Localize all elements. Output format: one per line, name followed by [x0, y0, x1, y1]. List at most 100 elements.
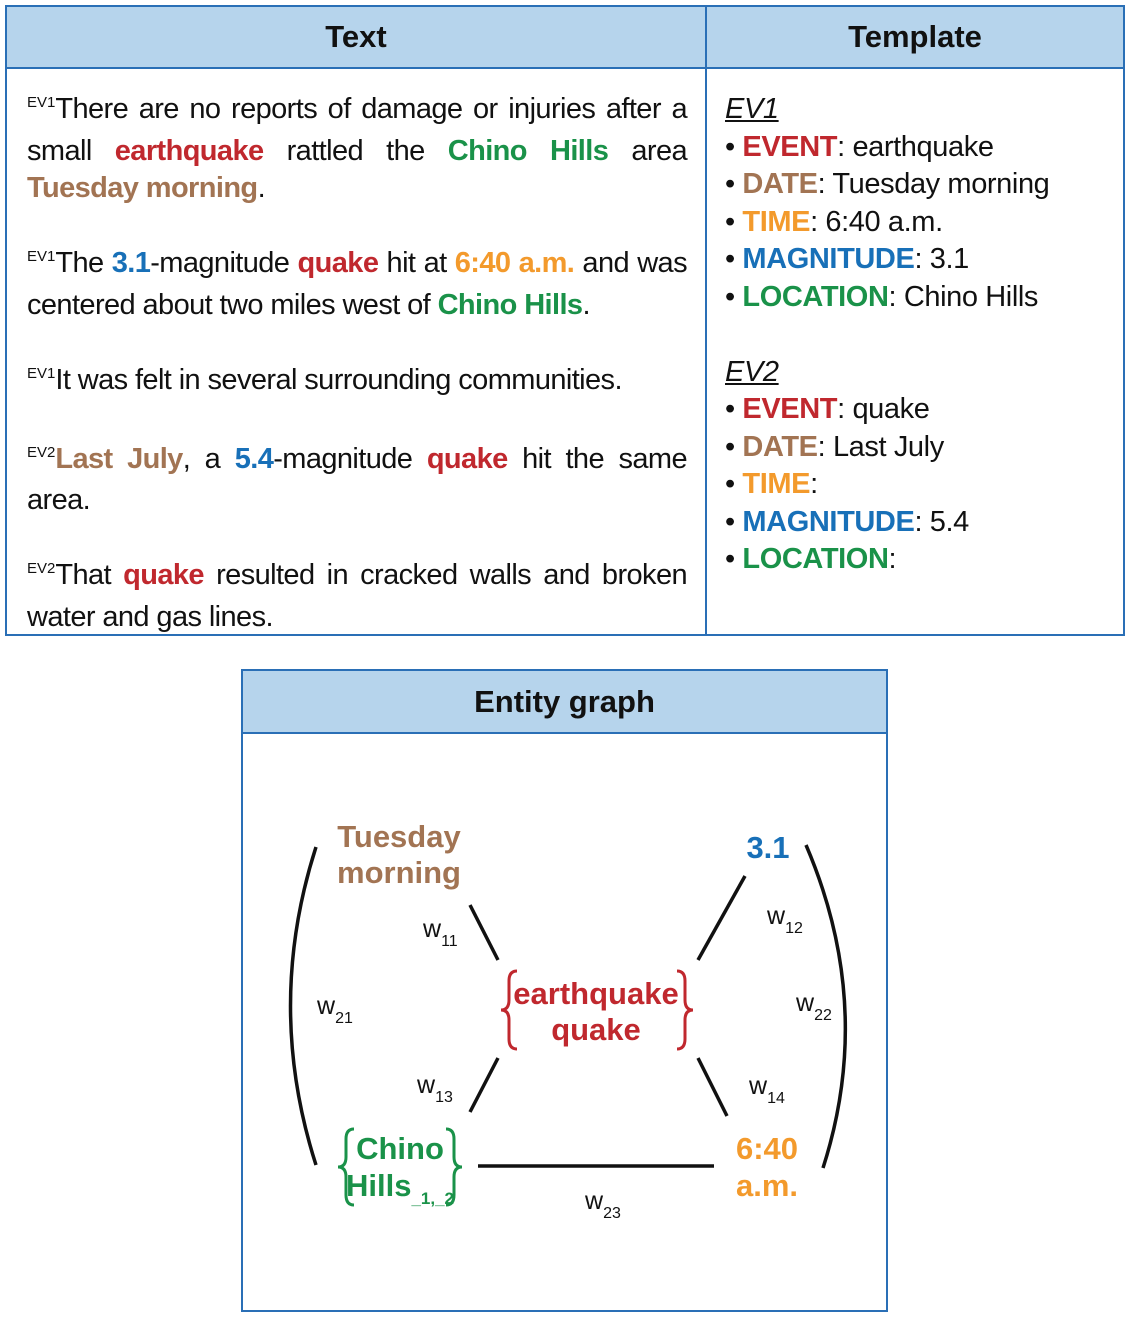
node-chino-label: Chino [356, 1131, 444, 1166]
edge-weight-subscript: 13 [435, 1089, 453, 1106]
template-column: EV1 • EVENT: earthquake • DATE: Tuesday mo… [725, 91, 1120, 579]
sentence-text: hit the same area. [27, 442, 688, 517]
field-value: 5.4 [929, 505, 970, 538]
edge-arc [288, 846, 318, 1166]
sentence-text: hit at [378, 247, 455, 279]
template-field: • DATE: Last July [725, 430, 944, 463]
field-key: DATE [742, 430, 818, 463]
entity-graph-panel: Entity graph Tuesday morning 3.1 earthquake… [241, 669, 888, 1312]
location-brace-right [445, 1127, 463, 1207]
event-tag: EV1 [27, 364, 56, 382]
text-column-header: Text [7, 7, 707, 69]
node-event-label: earthquake [513, 976, 678, 1011]
sentence-text: . [257, 172, 266, 204]
entity-mention: Chino Hills [447, 134, 609, 167]
entity-mention: quake [426, 442, 508, 475]
template-field: • LOCATION: Chino Hills [725, 280, 1039, 313]
template-field: • MAGNITUDE: 5.4 [725, 505, 970, 538]
text-column: EV1There are no reports of damage or inj… [27, 91, 688, 674]
edge-weight-label: w13 [416, 1071, 453, 1106]
edge-weight-subscript: 12 [785, 920, 803, 937]
field-key: LOCATION [742, 543, 889, 575]
field-key: TIME [742, 205, 811, 238]
event-tag: EV1 [27, 248, 56, 265]
template-column-header: Template [707, 7, 1123, 69]
edge-line [696, 875, 747, 961]
sentence-text: There are no reports of damage or injuri… [27, 93, 688, 167]
sentence-text: rattled the [263, 134, 448, 167]
field-key: MAGNITUDE [742, 243, 915, 275]
field-value: quake [852, 393, 930, 425]
sentence-text: . [582, 288, 590, 321]
edge-weight-subscript: 22 [814, 1007, 832, 1024]
event-tag: EV1 [27, 94, 56, 111]
node-tuesday-label: Tuesday [337, 819, 461, 854]
edge-arc [804, 844, 848, 1169]
sentence: EV2That quake resulted in cracked walls … [27, 557, 688, 636]
node-chino-subscript: _1,_2 [410, 1189, 454, 1208]
edge-line [696, 1057, 729, 1117]
edge-weight-subscript: 23 [603, 1205, 621, 1222]
template-field: • MAGNITUDE: 3.1 [725, 243, 970, 275]
entity-mention: Last July [55, 442, 183, 475]
template-title: EV2 [725, 355, 779, 388]
edge-weight-label: w11 [422, 915, 458, 950]
sentence: EV1There are no reports of damage or inj… [27, 91, 688, 208]
template-field: • TIME: 6:40 a.m. [725, 205, 943, 238]
sentence: EV2Last July, a 5.4-magnitude quake hit … [27, 441, 688, 520]
sentence-text: That [55, 559, 124, 591]
edge-line [468, 904, 500, 961]
field-key: TIME [742, 468, 811, 500]
entity-mention: earthquake [114, 134, 264, 167]
field-value: 3.1 [929, 243, 970, 275]
sentence-text: area [608, 134, 687, 167]
sentence-text: resulted in cracked walls and broken wat… [27, 559, 688, 633]
location-brace-left [337, 1127, 355, 1207]
event-tag: EV2 [27, 443, 56, 461]
sentence-text: The [55, 247, 112, 279]
sentence-text: -magnitude [150, 247, 298, 279]
field-key: EVENT [742, 393, 838, 425]
template-field: • DATE: Tuesday morning [725, 168, 1050, 200]
field-value: Tuesday morning [832, 168, 1050, 200]
field-value: Last July [832, 430, 944, 463]
edge-weight-label: w21 [316, 992, 353, 1027]
edge-weight-label: w14 [748, 1072, 785, 1107]
field-key: DATE [742, 168, 818, 200]
table-header-row: Text Template [7, 7, 1123, 69]
field-value: Chino Hills [903, 280, 1039, 313]
entity-graph-header: Entity graph [243, 671, 886, 734]
field-value: earthquake [852, 130, 994, 163]
event-tag: EV2 [27, 560, 56, 577]
edge-weight-subscript: 21 [335, 1010, 353, 1027]
entity-mention: 6:40 a.m. [454, 247, 575, 279]
sentence: EV1The 3.1-magnitude quake hit at 6:40 a… [27, 245, 688, 324]
field-key: LOCATION [742, 280, 889, 313]
field-key: MAGNITUDE [742, 505, 915, 538]
entity-mention: 5.4 [234, 442, 274, 475]
template-field: • TIME: [725, 468, 818, 500]
text-template-table: Text Template EV1There are no reports of… [5, 5, 1125, 636]
sentence: EV1It was felt in several surrounding co… [27, 362, 687, 404]
entity-mention: quake [123, 559, 204, 591]
sentence-text: It was felt in several surrounding commu… [55, 363, 622, 396]
entity-mention: Tuesday morning [27, 172, 258, 204]
field-value: 6:40 a.m. [825, 205, 943, 238]
entity-mention: 3.1 [111, 247, 151, 279]
node-mag-label: 3.1 [746, 830, 789, 865]
entity-mention: quake [297, 247, 379, 279]
entity-mention: Chino Hills [437, 288, 583, 321]
node-time-label: a.m. [736, 1168, 798, 1203]
edge-weight-subscript: 11 [441, 933, 458, 950]
sentence-text: -magnitude [273, 442, 427, 475]
template-field: • EVENT: earthquake [725, 130, 994, 163]
event-brace-right [676, 969, 694, 1051]
edge-weight-label: w22 [795, 989, 832, 1024]
column-divider [705, 67, 707, 634]
template-field: • LOCATION: [725, 543, 897, 575]
edge-line [468, 1057, 500, 1113]
field-key: EVENT [742, 130, 838, 163]
edge-weight-label: w12 [766, 902, 803, 937]
node-time-label: 6:40 [736, 1131, 798, 1166]
